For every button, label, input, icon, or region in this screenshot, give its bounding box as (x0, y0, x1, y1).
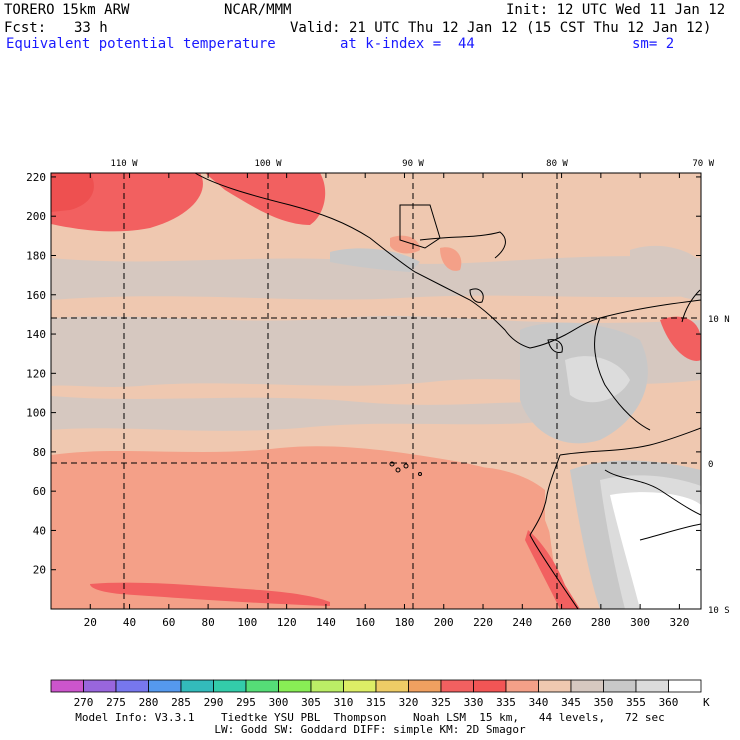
model-center: NCAR/MMM (224, 2, 292, 18)
colorbar-swatch (635, 679, 669, 693)
x-tick-label: 220 (473, 616, 493, 629)
longitude-label: 80 W (546, 159, 568, 169)
x-axis: 20 40 60 80 100 120 140 160 180 200 220 240 260 280 30… (84, 173, 689, 629)
colorbar-swatch (213, 679, 247, 693)
colorbar-level-label: 295 (236, 696, 256, 709)
x-tick-label: 20 (84, 616, 97, 629)
footer-model-info: Model Info: V3.3.1 Tiedtke YSU PBL Thomp… (75, 711, 665, 724)
colorbar-labels: 270 275 280 285 290 295 300 305 310 315 320 325 330 3… (74, 696, 710, 709)
x-tick-label: 260 (552, 616, 572, 629)
colorbar-swatch (278, 679, 312, 693)
colorbar-level-label: 320 (399, 696, 419, 709)
model-resolution: 15km ARW (62, 2, 130, 18)
y-axis: 220 200 180 160 140 120 100 80 60 40 20 (26, 171, 701, 577)
colorbar-level-label: 290 (204, 696, 224, 709)
init-time: Init: 12 UTC Wed 11 Jan 12 (506, 2, 726, 18)
colorbar-swatch (245, 679, 279, 693)
colorbar-level-label: 350 (594, 696, 614, 709)
colorbar-level-label: 330 (464, 696, 484, 709)
y-tick-label: 200 (26, 210, 46, 223)
latitude-label: 10 N (708, 315, 730, 325)
colorbar-level-label: 285 (171, 696, 191, 709)
valid-time: Valid: 21 UTC Thu 12 Jan 12 (15 CST Thu … (290, 20, 712, 36)
colorbar-level-label: 345 (561, 696, 581, 709)
x-tick-label: 200 (434, 616, 454, 629)
colorbar-swatch (50, 679, 84, 693)
colorbar-swatch (440, 679, 474, 693)
colorbar-level-label: 270 (74, 696, 94, 709)
y-tick-label: 40 (33, 524, 46, 537)
colorbar-swatch (180, 679, 214, 693)
colorbar-unit: K (703, 696, 710, 709)
x-tick-label: 160 (355, 616, 375, 629)
coastlines (194, 173, 701, 609)
x-tick-label: 40 (123, 616, 136, 629)
colorbar-level-label: 280 (139, 696, 159, 709)
colorbar-swatch (505, 679, 539, 693)
colorbar-level-label: 305 (301, 696, 321, 709)
y-tick-label: 120 (26, 367, 46, 380)
colorbar-swatch (115, 679, 149, 693)
colorbar-swatch (148, 679, 182, 693)
colorbar-level-label: 315 (366, 696, 386, 709)
x-tick-label: 280 (591, 616, 611, 629)
x-tick-label: 120 (277, 616, 297, 629)
forecast-hour: 33 h (74, 20, 108, 36)
colorbar-level-label: 300 (269, 696, 289, 709)
colorbar-swatch (570, 679, 604, 693)
y-tick-label: 180 (26, 249, 46, 262)
y-tick-label: 60 (33, 485, 46, 498)
level-info: at k-index = 44 (340, 36, 475, 52)
y-tick-label: 20 (33, 564, 46, 577)
forecast-label: Fcst: (4, 20, 47, 36)
field-name: Equivalent potential temperature (6, 36, 276, 52)
colorbar-swatch (83, 679, 117, 693)
colorbar-level-label: 355 (626, 696, 646, 709)
colorbar-swatch (668, 679, 702, 693)
x-tick-label: 240 (512, 616, 532, 629)
y-tick-label: 220 (26, 171, 46, 184)
model-name: TORERO (4, 2, 55, 18)
colorbar-level-label: 360 (659, 696, 679, 709)
latitude-label: 10 S (708, 606, 730, 616)
colorbar-swatch (473, 679, 507, 693)
colorbar-level-label: 340 (529, 696, 549, 709)
latitude-label: 0 (708, 460, 713, 470)
longitude-label: 100 W (254, 159, 282, 169)
smoothing-info: sm= 2 (632, 36, 675, 52)
y-tick-label: 140 (26, 328, 46, 341)
footer-physics: LW: Godd SW: Goddard DIFF: simple KM: 2D… (214, 723, 526, 736)
x-tick-label: 80 (201, 616, 214, 629)
latitude-labels: 10 N 0 10 S (708, 315, 730, 616)
longitude-label: 90 W (402, 159, 424, 169)
colorbar-swatch (538, 679, 572, 693)
lat-lon-grid (51, 173, 701, 609)
colorbar-swatch (343, 679, 377, 693)
colorbar-level-label: 335 (496, 696, 516, 709)
colorbar-swatch (310, 679, 344, 693)
x-tick-label: 320 (669, 616, 689, 629)
colorbar-level-label: 275 (106, 696, 126, 709)
colorbar-swatch (603, 679, 637, 693)
colorbar-swatch (375, 679, 409, 693)
longitude-labels: 110 W 100 W 90 W 80 W 70 W (110, 159, 714, 169)
y-tick-label: 160 (26, 289, 46, 302)
y-tick-label: 100 (26, 407, 46, 420)
theta-e-field (51, 173, 701, 609)
colorbar-swatch (408, 679, 442, 693)
colorbar-level-label: 325 (431, 696, 451, 709)
x-tick-label: 140 (316, 616, 336, 629)
x-tick-label: 100 (237, 616, 257, 629)
longitude-label: 110 W (110, 159, 138, 169)
x-tick-label: 60 (162, 616, 175, 629)
map-frame (50, 172, 702, 610)
x-tick-label: 300 (630, 616, 650, 629)
colorbar-level-label: 310 (334, 696, 354, 709)
colorbar (50, 679, 702, 693)
longitude-label: 70 W (692, 159, 714, 169)
x-tick-label: 180 (395, 616, 415, 629)
y-tick-label: 80 (33, 446, 46, 459)
